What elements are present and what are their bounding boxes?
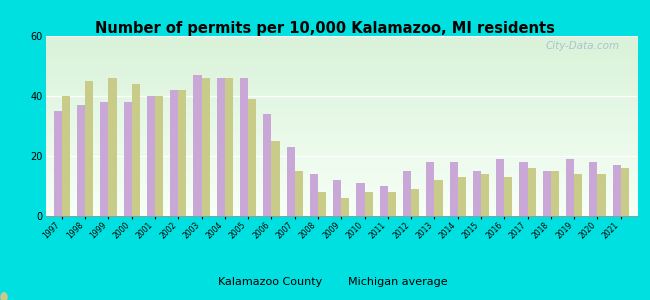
Bar (403, 171, 411, 216)
Bar (54, 111, 62, 216)
Bar (590, 162, 597, 216)
Bar (294, 171, 303, 216)
Bar (574, 174, 582, 216)
Bar (566, 159, 574, 216)
Bar (426, 162, 434, 216)
Bar (496, 159, 504, 216)
Bar (481, 174, 489, 216)
Bar (194, 75, 202, 216)
Bar (155, 96, 163, 216)
Bar (216, 78, 225, 216)
Bar (85, 81, 93, 216)
Bar (170, 90, 178, 216)
Bar (380, 186, 388, 216)
Bar (310, 174, 318, 216)
Bar (77, 105, 85, 216)
Text: Number of permits per 10,000 Kalamazoo, MI residents: Number of permits per 10,000 Kalamazoo, … (95, 21, 555, 36)
Bar (62, 96, 70, 216)
Bar (365, 192, 372, 216)
Bar (132, 84, 140, 216)
Bar (450, 162, 458, 216)
Bar (333, 180, 341, 216)
Bar (504, 177, 512, 216)
Bar (519, 162, 528, 216)
Bar (178, 90, 187, 216)
Bar (248, 99, 256, 216)
Bar (100, 102, 109, 216)
Text: City-Data.com: City-Data.com (545, 41, 619, 51)
Bar (528, 168, 536, 216)
Bar (458, 177, 466, 216)
Bar (597, 174, 606, 216)
Bar (341, 198, 350, 216)
Bar (202, 78, 210, 216)
Bar (388, 192, 396, 216)
Bar (543, 171, 551, 216)
Bar (225, 78, 233, 216)
Bar (621, 168, 629, 216)
Bar (147, 96, 155, 216)
Bar (240, 78, 248, 216)
Bar (109, 78, 116, 216)
Bar (124, 102, 132, 216)
Bar (318, 192, 326, 216)
Legend: Kalamazoo County, Michigan average: Kalamazoo County, Michigan average (198, 272, 452, 291)
Bar (272, 141, 280, 216)
Bar (287, 147, 294, 216)
Bar (551, 171, 559, 216)
Bar (434, 180, 443, 216)
Bar (263, 114, 272, 216)
Bar (356, 183, 365, 216)
Bar (411, 189, 419, 216)
Bar (473, 171, 481, 216)
Bar (612, 165, 621, 216)
